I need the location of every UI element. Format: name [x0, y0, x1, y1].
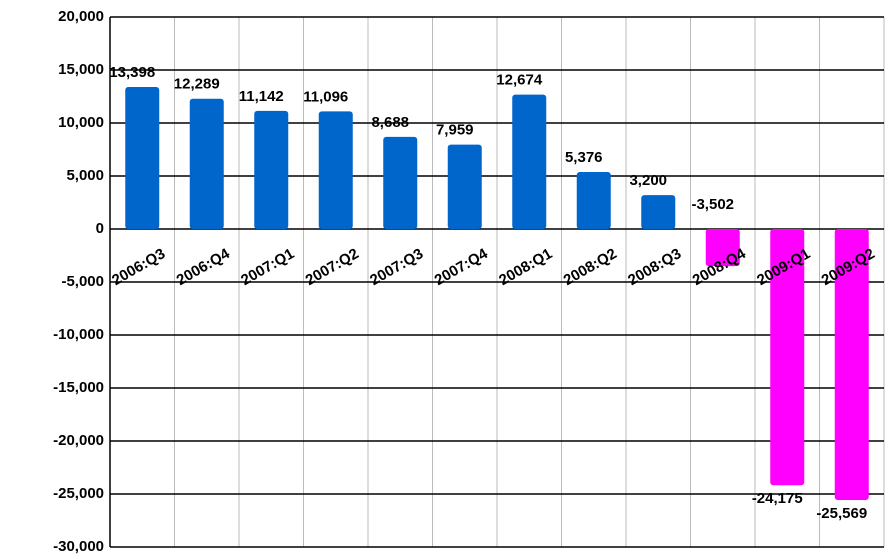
y-tick-label: -5,000	[61, 273, 104, 290]
data-label: 11,142	[239, 88, 284, 105]
y-tick-label: 15,000	[58, 61, 104, 78]
data-label: -3,502	[691, 196, 734, 213]
bar	[834, 229, 869, 501]
data-label: -24,175	[752, 490, 803, 507]
data-label: 7,959	[436, 122, 474, 139]
data-label: 5,376	[565, 149, 603, 166]
y-tick-label: -25,000	[53, 485, 104, 502]
bar	[125, 86, 160, 229]
y-tick-label: 20,000	[58, 8, 104, 25]
bar	[318, 111, 353, 229]
data-label: 13,398	[109, 64, 155, 81]
data-label: 3,200	[629, 172, 667, 189]
bar	[641, 195, 676, 229]
y-tick-label: 10,000	[58, 114, 104, 131]
bar	[770, 229, 805, 486]
bar	[383, 136, 418, 229]
bar	[254, 110, 289, 229]
bar	[447, 144, 482, 229]
bar	[512, 94, 547, 229]
y-tick-label: 5,000	[66, 167, 104, 184]
data-label: 11,096	[303, 88, 348, 105]
bar	[189, 98, 224, 229]
y-tick-label: -10,000	[53, 326, 104, 343]
data-label: 12,289	[174, 76, 220, 93]
data-label: 8,688	[371, 114, 409, 131]
y-tick-label: 0	[96, 220, 104, 237]
y-tick-label: -20,000	[53, 432, 104, 449]
y-tick-label: -15,000	[53, 379, 104, 396]
data-label: -25,569	[816, 505, 867, 522]
bar	[705, 229, 740, 267]
y-tick-label: -30,000	[53, 538, 104, 555]
bar	[576, 172, 611, 229]
data-label: 12,674	[496, 72, 543, 89]
